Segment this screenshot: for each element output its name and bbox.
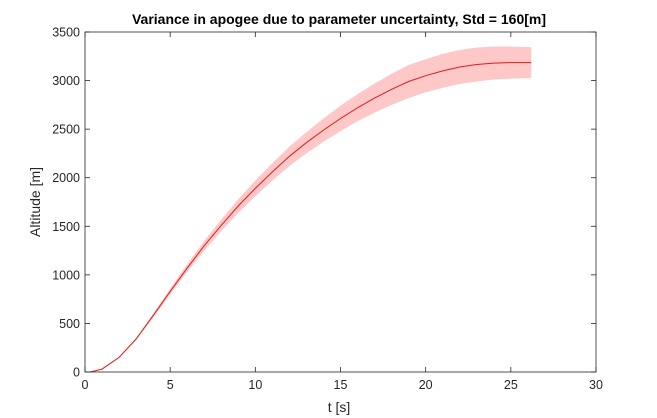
x-tick-label: 25 — [504, 378, 518, 392]
y-tick-label: 500 — [59, 317, 80, 331]
x-tick-label: 10 — [248, 378, 262, 392]
y-tick-label: 2000 — [52, 171, 80, 185]
y-tick-label: 3500 — [52, 26, 80, 40]
x-tick-label: 15 — [334, 378, 348, 392]
y-tick-label: 0 — [73, 366, 80, 380]
y-tick-label: 1000 — [52, 268, 80, 282]
x-tick-label: 0 — [82, 378, 89, 392]
y-axis-ticks: 0 500 1000 1500 2000 2500 3000 3500 — [52, 26, 596, 380]
x-tick-label: 5 — [167, 378, 174, 392]
chart-title: Variance in apogee due to parameter unce… — [132, 11, 546, 27]
x-axis-label: t [s] — [328, 399, 351, 415]
x-axis-ticks: 0 5 10 15 20 25 30 — [82, 32, 603, 392]
x-tick-label: 20 — [419, 378, 433, 392]
y-axis-label: Altitude [m] — [27, 167, 43, 237]
y-tick-label: 1500 — [52, 220, 80, 234]
y-tick-label: 2500 — [52, 123, 80, 137]
y-tick-label: 3000 — [52, 74, 80, 88]
mean-altitude-line-0 — [89, 62, 532, 373]
x-tick-label: 30 — [589, 378, 603, 392]
uncertainty-band-0 — [90, 46, 532, 372]
